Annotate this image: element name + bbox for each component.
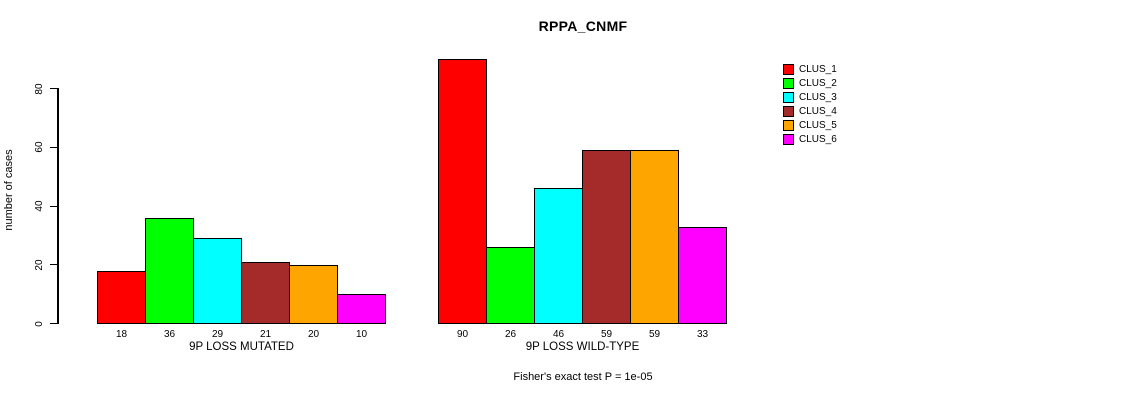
bar-value-label-clus_5-group2: 59 xyxy=(648,329,661,340)
legend-item-clus_6: CLUS_6 xyxy=(783,132,837,146)
bar-clus_4-group1 xyxy=(241,261,290,324)
bar-value-label-clus_3-group2: 46 xyxy=(552,329,565,340)
y-axis-tick xyxy=(50,264,57,266)
legend-item-clus_2: CLUS_2 xyxy=(783,76,837,90)
legend-swatch-clus_6 xyxy=(783,133,794,145)
bar-value-label-clus_1-group1: 18 xyxy=(115,329,128,340)
bar-value-label-clus_2-group2: 26 xyxy=(504,329,517,340)
y-axis-tick xyxy=(50,88,57,90)
bar-value-label-clus_4-group2: 59 xyxy=(600,329,613,340)
bar-clus_5-group2 xyxy=(630,150,679,324)
x-group-label-wild-type: 9P LOSS WILD-TYPE xyxy=(525,341,640,353)
chart-title: RPPA_CNMF xyxy=(538,18,628,34)
bar-value-label-clus_1-group2: 90 xyxy=(456,329,469,340)
bar-clus_3-group2 xyxy=(534,188,583,324)
legend: CLUS_1 CLUS_2 CLUS_3 CLUS_4 CLUS_5 CLUS_6 xyxy=(783,62,837,146)
legend-item-clus_1: CLUS_1 xyxy=(783,62,837,76)
legend-label-clus_6: CLUS_6 xyxy=(799,133,837,145)
bar-value-label-clus_6-group1: 10 xyxy=(355,329,368,340)
y-axis-tick xyxy=(50,323,57,325)
legend-swatch-clus_3 xyxy=(783,91,794,103)
legend-swatch-clus_4 xyxy=(783,105,794,117)
bar-clus_2-group2 xyxy=(486,247,535,324)
legend-swatch-clus_1 xyxy=(783,63,794,75)
legend-label-clus_5: CLUS_5 xyxy=(799,119,837,131)
y-axis-tick-label: 20 xyxy=(34,259,45,271)
y-axis-tick xyxy=(50,205,57,207)
bar-value-label-clus_4-group1: 21 xyxy=(259,329,272,340)
bar-clus_1-group2 xyxy=(438,59,487,324)
legend-item-clus_4: CLUS_4 xyxy=(783,104,837,118)
bar-clus_2-group1 xyxy=(145,217,194,324)
legend-label-clus_1: CLUS_1 xyxy=(799,63,837,75)
y-axis-line xyxy=(57,88,59,324)
y-axis-tick xyxy=(50,146,57,148)
legend-item-clus_5: CLUS_5 xyxy=(783,118,837,132)
y-axis-tick-label: 0 xyxy=(34,320,45,327)
bar-clus_6-group2 xyxy=(678,226,727,324)
y-axis-title: number of cases xyxy=(3,149,15,231)
bar-clus_5-group1 xyxy=(289,264,338,324)
bar-value-label-clus_2-group1: 36 xyxy=(163,329,176,340)
x-group-label-mutated: 9P LOSS MUTATED xyxy=(189,341,294,353)
legend-swatch-clus_5 xyxy=(783,119,794,131)
bar-value-label-clus_6-group2: 33 xyxy=(696,329,709,340)
legend-swatch-clus_2 xyxy=(783,77,794,89)
legend-item-clus_3: CLUS_3 xyxy=(783,90,837,104)
legend-label-clus_2: CLUS_2 xyxy=(799,77,837,89)
legend-label-clus_3: CLUS_3 xyxy=(799,91,837,103)
bar-clus_4-group2 xyxy=(582,150,631,324)
bar-clus_1-group1 xyxy=(97,270,146,324)
bar-clus_3-group1 xyxy=(193,238,242,324)
y-axis-tick-label: 80 xyxy=(34,82,45,95)
fisher-test-caption: Fisher's exact test P = 1e-05 xyxy=(513,371,653,383)
bar-value-label-clus_5-group1: 20 xyxy=(307,329,320,340)
legend-label-clus_4: CLUS_4 xyxy=(799,105,837,117)
bar-value-label-clus_3-group1: 29 xyxy=(211,329,224,340)
y-axis-tick-label: 40 xyxy=(34,200,45,212)
bar-clus_6-group1 xyxy=(337,294,386,324)
y-axis-tick-label: 60 xyxy=(34,141,45,153)
